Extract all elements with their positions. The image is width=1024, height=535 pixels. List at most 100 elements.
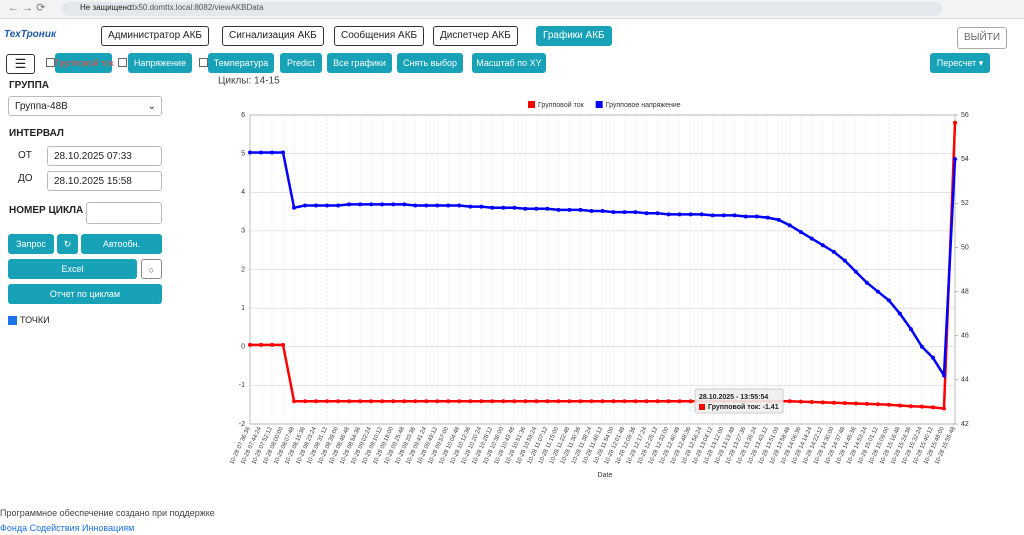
footer-text: Программное обеспечение создано при подд…: [0, 508, 215, 518]
data-point: [831, 400, 836, 405]
data-point: [369, 202, 374, 207]
label: ИНТЕРВАЛ: [9, 128, 64, 139]
checkbox[interactable]: [46, 58, 55, 67]
tooltip-box: [694, 388, 784, 414]
logout-button[interactable]: ВЫЙТИ: [957, 27, 1008, 49]
date-input[interactable]: 28.10.2025 15:58: [47, 171, 162, 191]
y2-tick-label: 54: [961, 156, 969, 163]
data-point: [446, 203, 451, 208]
data-point: [380, 399, 385, 404]
dropdown-button[interactable]: Пересчет ▾: [930, 53, 990, 73]
data-point: [842, 258, 847, 263]
data-point: [897, 311, 902, 316]
nav-button[interactable]: Администратор АКБ: [101, 26, 209, 46]
toggle-button[interactable]: Напряжение: [128, 53, 192, 73]
data-point: [611, 399, 616, 404]
button[interactable]: Масштаб по XY: [472, 53, 546, 73]
nav-button[interactable]: Сигнализация АКБ: [222, 26, 324, 46]
url: ttx50.domttx.local:8082/viewAKBData: [130, 3, 264, 12]
data-point: [589, 399, 594, 404]
footer-link[interactable]: Фонда Содействия Инновациям: [0, 523, 135, 533]
data-point: [688, 212, 693, 217]
toggle-button[interactable]: Температура: [208, 53, 274, 73]
data-point: [490, 205, 495, 210]
date-input[interactable]: 28.10.2025 07:33: [47, 146, 162, 166]
data-point: [941, 406, 946, 411]
data-point: [468, 204, 473, 209]
data-point: [787, 223, 792, 228]
y2-tick-label: 46: [961, 333, 969, 340]
button[interactable]: ↻: [57, 234, 78, 254]
y2-tick-label: 56: [961, 112, 969, 119]
data-point: [259, 342, 264, 347]
data-point: [589, 209, 594, 214]
data-point: [787, 399, 792, 404]
data-point: [457, 399, 462, 404]
data-point: [930, 405, 935, 410]
data-point: [798, 399, 803, 404]
button[interactable]: Predict: [280, 53, 322, 73]
data-point: [413, 399, 418, 404]
data-point: [765, 215, 770, 220]
data-point: [303, 399, 308, 404]
nav-button[interactable]: Диспетчер АКБ: [433, 26, 518, 46]
menu-button[interactable]: ☰: [6, 54, 35, 74]
data-point: [666, 399, 671, 404]
data-point: [402, 202, 407, 207]
button[interactable]: Excel: [8, 259, 137, 279]
toggle-button[interactable]: Групповой ток: [55, 53, 114, 73]
data-point: [809, 236, 814, 241]
checkbox[interactable]: [199, 58, 208, 67]
button[interactable]: Запрос: [8, 234, 54, 254]
data-point: [512, 205, 517, 210]
button[interactable]: Автообн.: [81, 234, 162, 254]
data-point: [534, 399, 539, 404]
data-point: [875, 402, 880, 407]
y2-tick-label: 44: [961, 377, 969, 384]
select[interactable]: Группа-48В ⌄: [8, 96, 162, 116]
data-point: [633, 399, 638, 404]
checkbox-checked[interactable]: [8, 316, 17, 325]
button[interactable]: Отчет по циклам: [8, 284, 162, 304]
button[interactable]: ○: [141, 259, 162, 279]
logo: ТехТроник: [4, 29, 57, 40]
text-input[interactable]: [86, 202, 162, 224]
dropdown-label: Пересчет: [936, 58, 977, 68]
y2-tick-label: 50: [961, 244, 969, 251]
plot-frame: [249, 114, 956, 425]
data-point: [710, 213, 715, 218]
y-tick-label: 5: [241, 150, 245, 157]
tooltip-title: 28.10.2025 - 13:55:54: [699, 394, 768, 401]
data-point: [754, 214, 759, 219]
data-point: [699, 212, 704, 217]
legend-label: Групповое напряжение: [606, 102, 681, 109]
nav-arrows[interactable]: ← → ⟳: [8, 2, 46, 14]
y-tick-label: 6: [241, 112, 245, 119]
data-point: [292, 205, 297, 210]
data-point: [655, 399, 660, 404]
data-point: [853, 401, 858, 406]
button[interactable]: Все графики: [327, 53, 392, 73]
data-point: [501, 399, 506, 404]
data-point: [490, 399, 495, 404]
data-point: [820, 400, 825, 405]
data-point: [424, 203, 429, 208]
address-bar[interactable]: [62, 2, 942, 16]
data-point: [677, 399, 682, 404]
data-point: [941, 373, 946, 378]
data-point: [798, 229, 803, 234]
data-point: [292, 399, 297, 404]
data-point: [479, 204, 484, 209]
data-point: [886, 402, 891, 407]
nav-button-active[interactable]: Графики АКБ: [536, 26, 612, 46]
nav-button[interactable]: Сообщения АКБ: [334, 26, 425, 46]
data-point: [259, 150, 264, 155]
data-point: [314, 203, 319, 208]
data-point: [578, 399, 583, 404]
button[interactable]: Снять выбор: [397, 53, 463, 73]
data-point: [413, 203, 418, 208]
legend-swatch: [528, 101, 535, 108]
checkbox[interactable]: [118, 58, 127, 67]
data-point: [325, 399, 330, 404]
